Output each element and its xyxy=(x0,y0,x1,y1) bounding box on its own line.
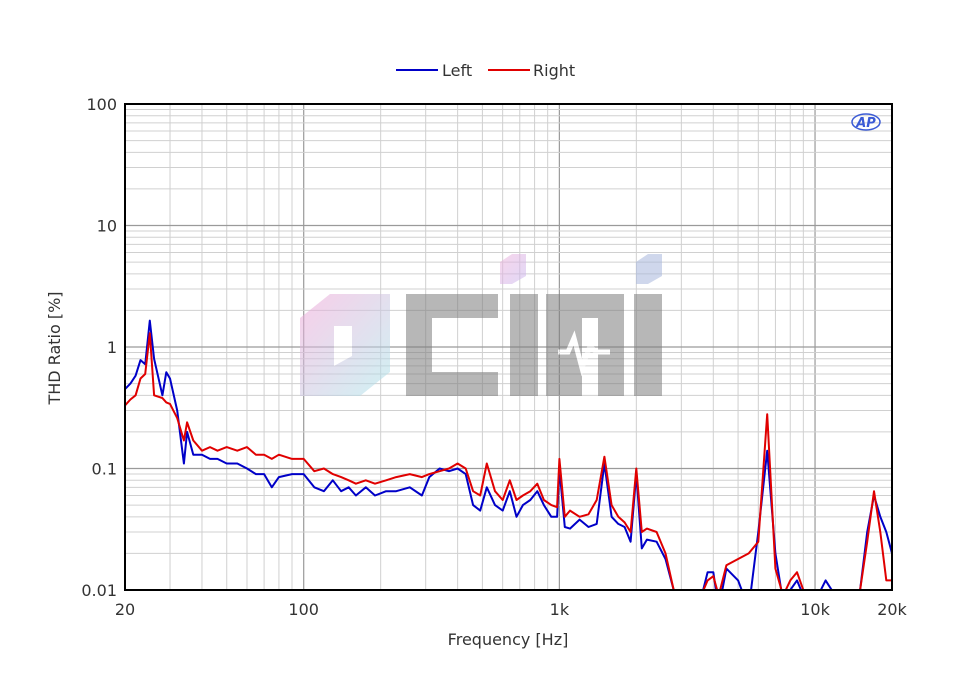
x-axis-title: Frequency [Hz] xyxy=(448,630,569,649)
ap-logo: AP xyxy=(851,113,881,131)
x-tick-label: 1k xyxy=(550,600,570,619)
y-tick-label: 1 xyxy=(107,338,117,357)
x-tick-label: 10k xyxy=(800,600,830,619)
y-tick-labels: 0.01 0.1 1 10 100 xyxy=(81,95,117,600)
y-tick-label: 100 xyxy=(86,95,117,114)
y-tick-label: 0.01 xyxy=(81,581,117,600)
x-tick-label: 100 xyxy=(288,600,319,619)
plot-frame xyxy=(124,103,893,591)
watermark-logo xyxy=(300,254,662,396)
y-axis-title: THD Ratio [%] xyxy=(45,291,64,405)
y-tick-label: 10 xyxy=(97,217,117,236)
legend-label-left: Left xyxy=(442,61,472,80)
ap-logo-text: AP xyxy=(855,116,876,131)
series-layer xyxy=(125,319,892,590)
x-tick-label: 20k xyxy=(877,600,907,619)
ap-logo-icon xyxy=(851,113,881,131)
x-tick-label: 20 xyxy=(115,600,135,619)
y-tick-label: 0.1 xyxy=(92,460,117,479)
legend-label-right: Right xyxy=(533,61,575,80)
x-tick-labels: 20 100 1k 10k 20k xyxy=(115,600,908,619)
legend: Left Right xyxy=(396,61,575,80)
series-line-right xyxy=(125,332,892,590)
